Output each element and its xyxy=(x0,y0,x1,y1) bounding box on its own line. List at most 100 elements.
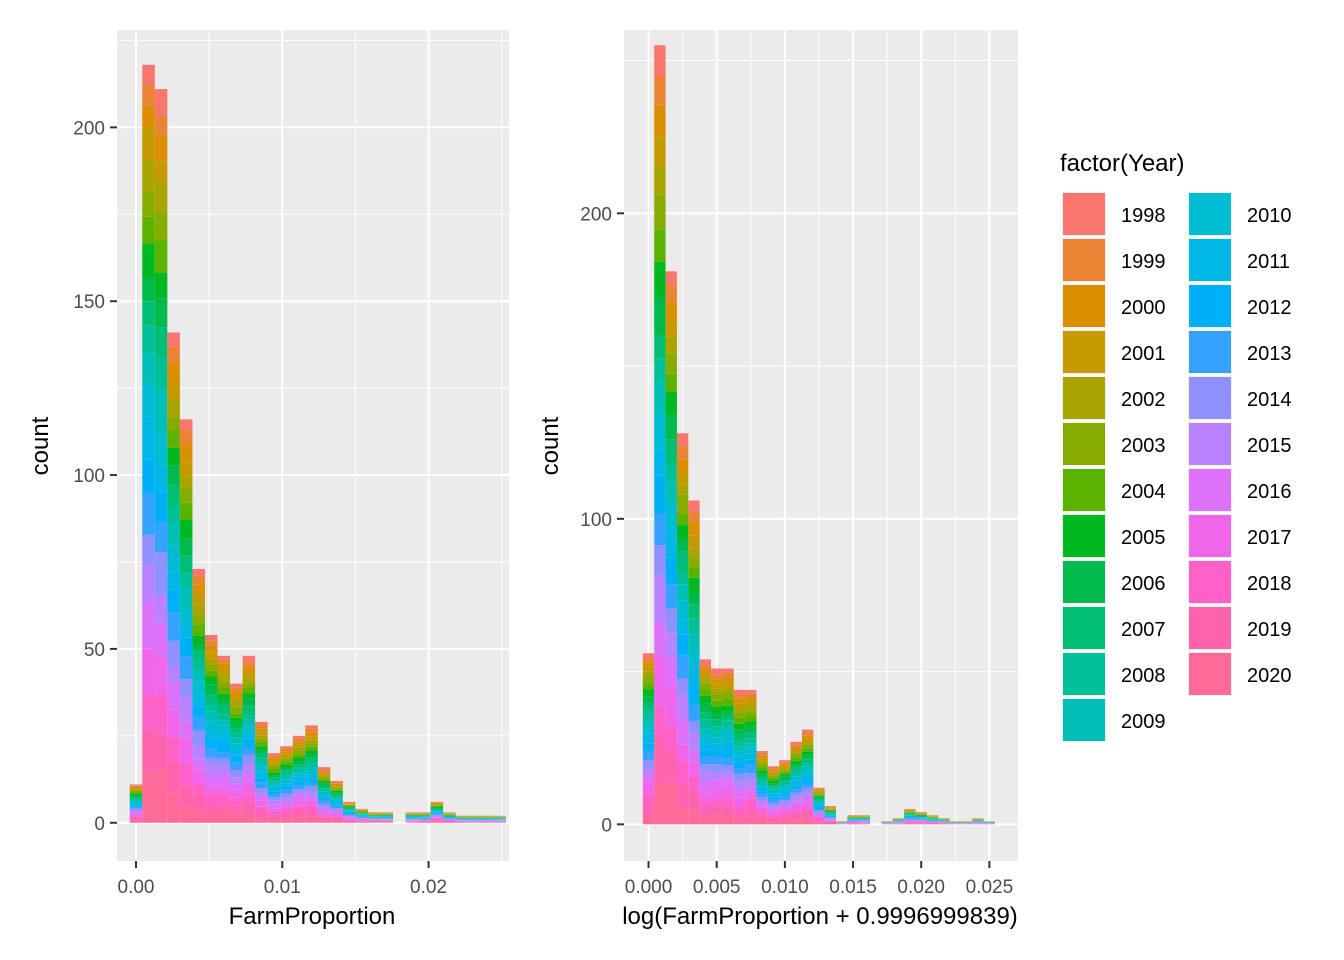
y-tick-label: 50 xyxy=(84,640,105,661)
bar-segment-2005 xyxy=(711,706,723,714)
legend-label: 2008 xyxy=(1121,665,1166,687)
bar-segment-1999 xyxy=(204,640,218,648)
bar-segment-2016 xyxy=(733,789,746,799)
bar-segment-2013 xyxy=(129,807,143,809)
bar-segment-1998 xyxy=(813,787,825,789)
bar-segment-2000 xyxy=(665,301,677,323)
bar-segment-2003 xyxy=(813,793,825,795)
legend-swatch xyxy=(1063,377,1105,419)
legend-item-2016: 2016 xyxy=(1188,468,1292,512)
bar-segment-2019 xyxy=(154,734,168,771)
bar-segment-2003 xyxy=(790,754,802,758)
bar-segment-2016 xyxy=(142,601,155,649)
bar-segment-2012 xyxy=(665,557,677,585)
bar-segment-2016 xyxy=(317,809,331,813)
bar-segment-2015 xyxy=(292,791,306,796)
bar-segment-2000 xyxy=(217,663,231,669)
bar-segment-2009 xyxy=(355,814,368,815)
bar-segment-2013 xyxy=(824,816,836,818)
bar-segment-2011 xyxy=(745,753,757,760)
bar-segment-2010 xyxy=(904,815,916,817)
histogram-bar xyxy=(892,818,905,825)
bar-segment-2003 xyxy=(430,805,444,807)
bar-segment-2010 xyxy=(665,503,677,531)
bar-segment-2016 xyxy=(192,759,205,770)
bar-segment-2010 xyxy=(642,725,655,734)
bar-segment-1999 xyxy=(167,346,180,363)
bar-segment-2004 xyxy=(430,806,444,807)
bar-segment-2012 xyxy=(779,793,791,797)
bar-segment-2002 xyxy=(699,678,712,683)
bar-segment-2018 xyxy=(767,814,780,819)
bar-segment-2010 xyxy=(142,383,155,417)
bar-segment-2017 xyxy=(430,817,444,819)
legend-swatch xyxy=(1189,469,1231,511)
bar-segment-2014 xyxy=(688,720,700,733)
bar-segment-2020 xyxy=(688,808,700,825)
bar-segment-2020 xyxy=(330,820,343,823)
bar-segment-2000 xyxy=(167,362,180,382)
legend-label: 2015 xyxy=(1247,435,1292,457)
bar-segment-2009 xyxy=(179,586,193,609)
bar-segment-2011 xyxy=(167,571,180,590)
bar-segment-2009 xyxy=(142,353,155,384)
bar-segment-2018 xyxy=(129,816,143,819)
histogram-bar xyxy=(242,655,256,823)
bar-segment-2019 xyxy=(267,814,281,819)
bar-segment-2009 xyxy=(745,743,757,748)
bar-segment-2005 xyxy=(824,810,836,811)
histogram-bar xyxy=(926,815,939,825)
bar-segment-2012 xyxy=(904,817,916,819)
bar-segment-2015 xyxy=(204,764,218,778)
bar-segment-2020 xyxy=(767,821,780,825)
histogram-bar xyxy=(767,766,780,825)
bar-segment-2016 xyxy=(154,622,168,658)
bar-segment-2015 xyxy=(733,781,746,790)
bar-segment-2010 xyxy=(330,799,343,801)
bar-segment-2012 xyxy=(280,786,293,790)
bar-segment-2004 xyxy=(688,566,700,578)
bar-segment-2004 xyxy=(192,624,205,636)
bar-segment-1998 xyxy=(242,655,256,662)
bar-segment-2002 xyxy=(665,336,677,354)
bar-segment-2015 xyxy=(167,666,180,684)
bar-segment-2010 xyxy=(342,810,356,812)
bar-segment-2004 xyxy=(733,717,746,724)
bar-segment-2015 xyxy=(242,764,256,774)
bar-segment-2006 xyxy=(430,807,444,809)
bar-segment-2017 xyxy=(255,800,268,807)
bar-segment-2006 xyxy=(711,713,723,720)
bar-segment-2016 xyxy=(342,817,356,819)
bar-segment-2000 xyxy=(342,803,356,804)
legend-swatch xyxy=(1063,607,1105,649)
histogram-bar xyxy=(688,500,700,825)
bar-segment-2000 xyxy=(654,104,666,137)
histogram-bar xyxy=(405,812,419,823)
bar-segment-2018 xyxy=(915,822,927,824)
bar-segment-2001 xyxy=(242,672,256,679)
legend-item-2012: 2012 xyxy=(1188,284,1292,328)
bar-segment-2017 xyxy=(380,820,394,821)
bar-segment-2005 xyxy=(756,770,768,774)
bar-segment-2000 xyxy=(688,521,700,536)
bar-segment-2001 xyxy=(801,738,814,742)
bar-segment-2011 xyxy=(405,817,419,819)
bar-segment-2003 xyxy=(665,353,677,374)
histogram-bar xyxy=(418,812,431,823)
bar-segment-2012 xyxy=(676,634,689,656)
bar-segment-2019 xyxy=(711,806,723,815)
bar-segment-2018 xyxy=(292,806,306,812)
bar-segment-2000 xyxy=(430,802,444,804)
bar-segment-2014 xyxy=(355,817,368,819)
bar-segment-2015 xyxy=(688,732,700,751)
histogram-bar xyxy=(756,751,768,825)
bar-segment-2006 xyxy=(292,761,306,765)
bar-segment-2005 xyxy=(699,695,712,704)
bar-segment-2013 xyxy=(665,584,677,609)
bar-segment-2003 xyxy=(733,712,746,718)
bar-segment-2017 xyxy=(733,798,746,807)
bar-segment-2000 xyxy=(904,810,916,811)
bar-segment-2007 xyxy=(142,301,155,326)
bar-segment-2015 xyxy=(722,771,734,778)
